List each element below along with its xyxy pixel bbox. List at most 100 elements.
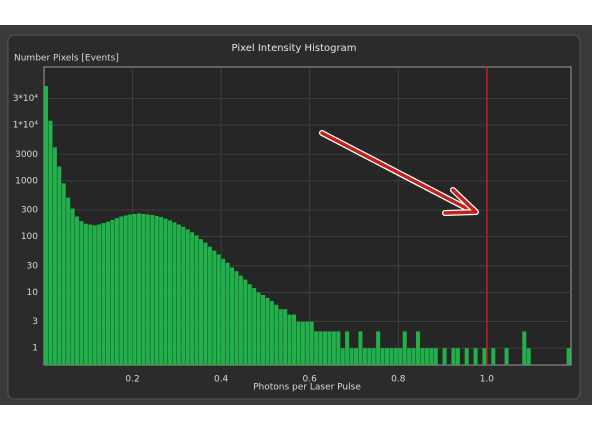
bar (407, 348, 412, 365)
y-tick-label: 30 (27, 261, 39, 271)
bar (230, 267, 235, 365)
bar (225, 262, 230, 365)
bar (482, 348, 487, 365)
bar (190, 232, 195, 365)
bar (48, 120, 53, 366)
bar (389, 348, 394, 365)
bar (57, 166, 62, 365)
bar (150, 214, 155, 365)
bar (296, 321, 301, 365)
bar (154, 215, 159, 365)
y-tick-label: 3*10⁴ (13, 94, 39, 104)
bar (168, 220, 173, 365)
y-tick-label: 3000 (15, 150, 38, 160)
bar (101, 223, 106, 365)
bar (402, 331, 407, 365)
bar (52, 147, 57, 365)
bar (114, 218, 119, 365)
bar (163, 218, 168, 365)
bar (349, 348, 354, 365)
bar (420, 348, 425, 365)
bar (145, 214, 150, 365)
bar (265, 297, 270, 365)
bar (380, 348, 385, 365)
bar (323, 331, 328, 365)
bar (473, 348, 478, 365)
y-tick-label: 3 (32, 317, 38, 327)
x-tick-label: 0.2 (125, 375, 139, 385)
bar (354, 348, 359, 365)
bar (194, 235, 199, 365)
y-tick-label: 100 (21, 232, 38, 242)
bar (269, 301, 274, 365)
bar (238, 275, 243, 365)
bar (526, 348, 531, 365)
bar (283, 309, 288, 365)
bar (137, 213, 142, 365)
bar (274, 304, 279, 365)
bar (314, 331, 319, 365)
bar (336, 331, 341, 365)
bar (66, 197, 71, 365)
bar (185, 229, 190, 365)
bar (442, 348, 447, 365)
bar (123, 215, 128, 365)
bar (70, 208, 75, 365)
bar (176, 224, 181, 365)
bar (243, 279, 248, 365)
bar (172, 222, 177, 365)
bar (216, 254, 221, 365)
bar (345, 331, 350, 365)
bar (106, 221, 111, 365)
bar (362, 348, 367, 365)
bar (491, 348, 496, 365)
bar (212, 250, 217, 365)
bar (566, 348, 571, 365)
bar (331, 331, 336, 365)
bar (358, 331, 363, 365)
bar (75, 216, 80, 365)
x-axis-label: Photons per Laser Pulse (253, 383, 361, 393)
bar (119, 216, 124, 365)
bar (327, 331, 332, 365)
bar (234, 271, 239, 365)
bar (398, 348, 403, 365)
y-tick-label: 300 (21, 206, 38, 216)
bars (44, 86, 571, 366)
bar (97, 224, 102, 365)
y-tick-label: 10 (27, 288, 39, 298)
bar (252, 288, 257, 365)
bar (376, 331, 381, 365)
y-tick-label: 1000 (15, 176, 38, 186)
bar (433, 348, 438, 365)
bar (61, 183, 66, 365)
y-axis-label: Number Pixels [Events] (14, 54, 119, 64)
bar (203, 242, 208, 365)
bar (79, 221, 84, 365)
bar (181, 226, 186, 365)
bar (451, 348, 456, 365)
bar (340, 348, 345, 365)
bar (247, 284, 252, 365)
y-tick-label: 1 (32, 344, 38, 354)
bar (455, 348, 460, 365)
bar (385, 348, 390, 365)
bar (256, 292, 261, 365)
bar (141, 213, 146, 365)
annotation-arrow (319, 130, 479, 216)
bar (278, 309, 283, 365)
x-tick-label: 0.6 (303, 375, 318, 385)
bar (393, 348, 398, 365)
bar (300, 321, 305, 365)
bar (318, 331, 323, 365)
bar (92, 225, 97, 365)
bar (128, 214, 133, 365)
bar (261, 294, 266, 365)
bar (159, 217, 164, 365)
bar (309, 321, 314, 365)
bar (221, 258, 226, 365)
bar (504, 348, 509, 365)
x-tick-label: 0.4 (214, 375, 229, 385)
bar (207, 246, 212, 365)
bar (44, 86, 49, 366)
